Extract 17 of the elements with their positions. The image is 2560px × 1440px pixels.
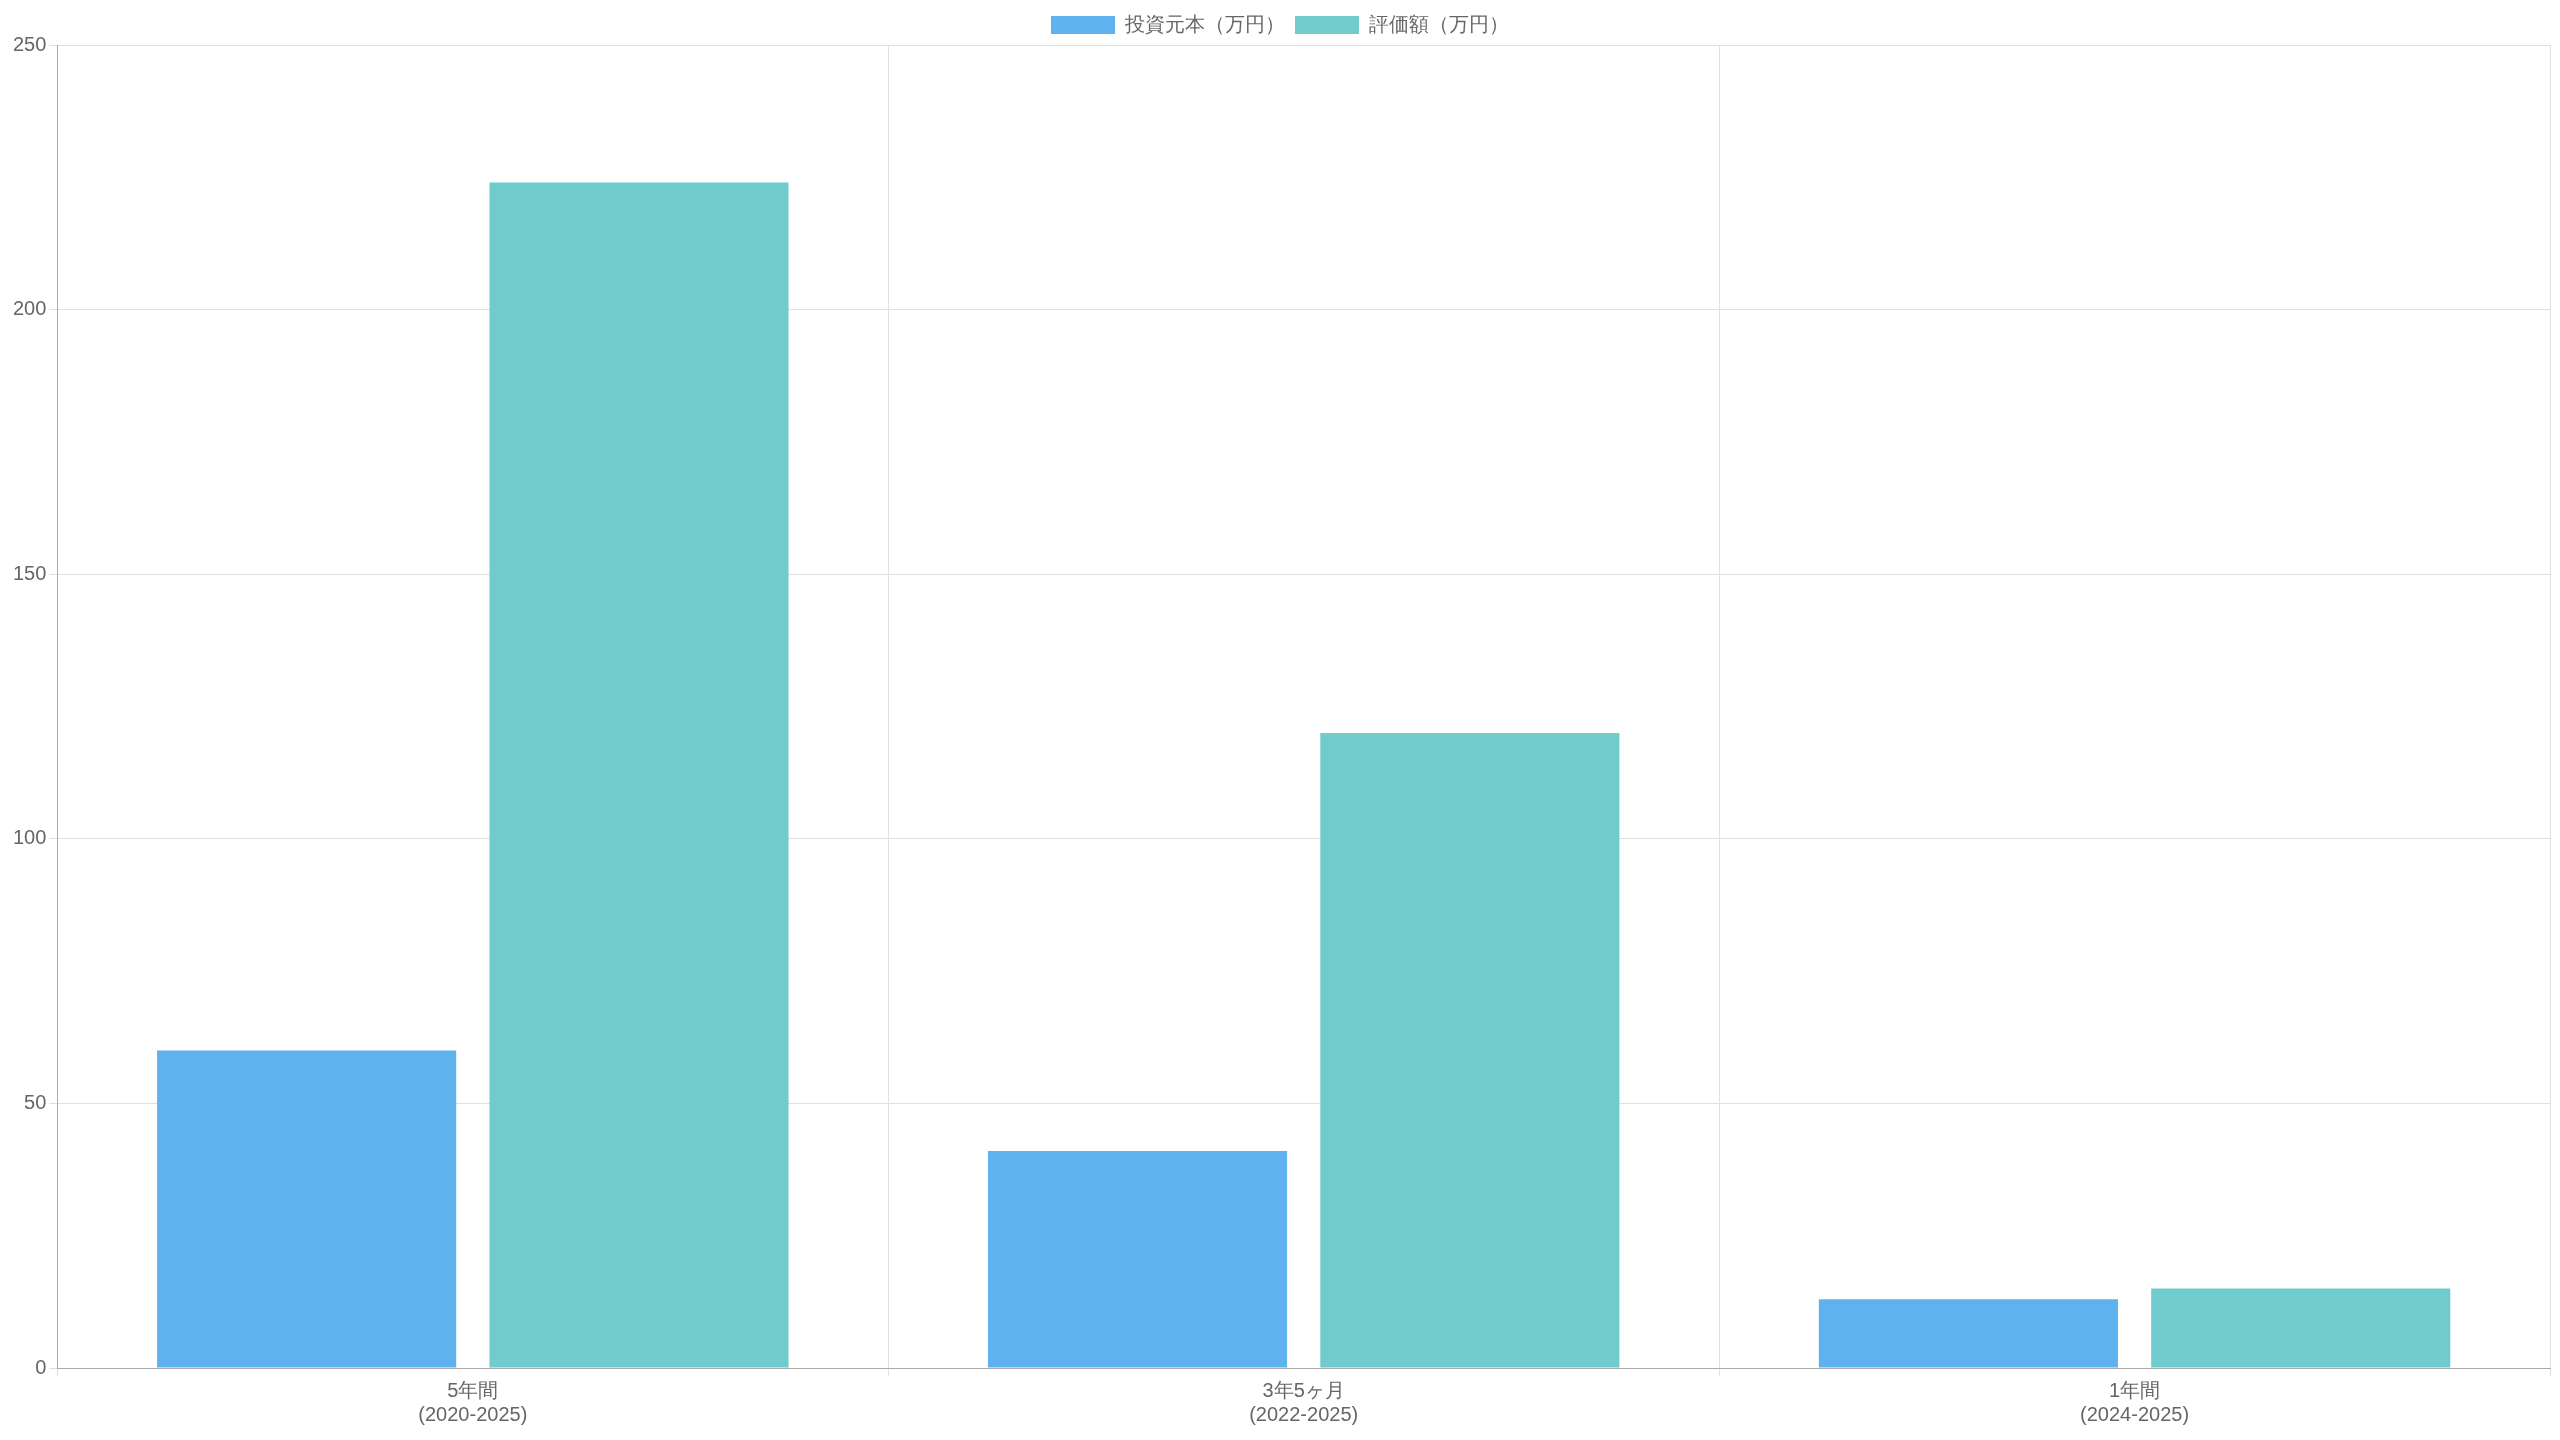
bar	[489, 182, 789, 1368]
y-tick-label: 250	[12, 32, 47, 55]
legend-label: 投資元本（万円）	[1124, 12, 1285, 35]
bar	[987, 1151, 1288, 1368]
bar	[2151, 1288, 2451, 1368]
y-tick-label: 100	[12, 826, 47, 849]
x-tick-label: 1年間 (2024-2025)	[2080, 1378, 2190, 1425]
y-tick-label: 0	[35, 1355, 47, 1378]
y-tick-label: 200	[12, 297, 47, 320]
y-tick-label: 150	[12, 561, 47, 584]
bar	[157, 1050, 457, 1368]
bar	[1818, 1299, 2118, 1368]
y-tick-label: 50	[24, 1090, 47, 1113]
legend-label: 評価額（万円）	[1369, 12, 1509, 35]
x-tick-label: 3年5ヶ月 (2022-2025)	[1249, 1378, 1359, 1425]
x-tick-label: 5年間 (2020-2025)	[418, 1378, 528, 1425]
bar	[1320, 732, 1620, 1368]
